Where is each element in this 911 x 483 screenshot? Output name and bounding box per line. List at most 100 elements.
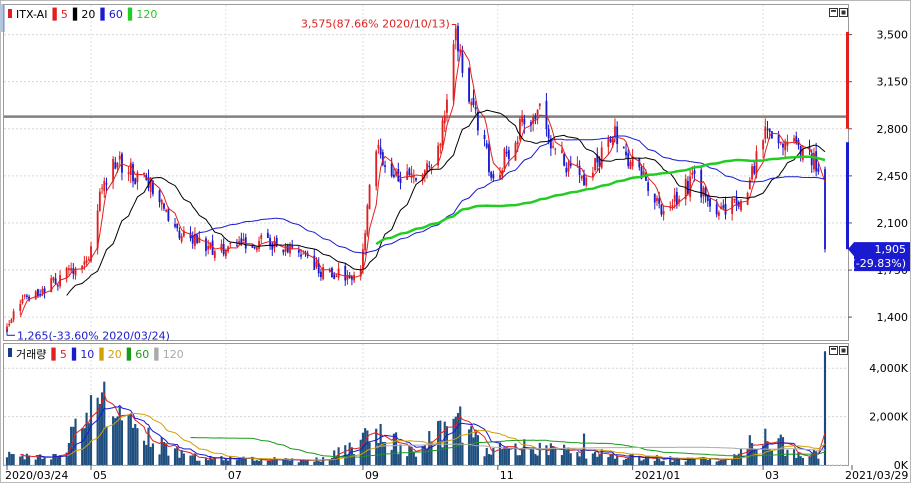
volume-legend: 거래량 ▌5 ▌10 ▌20 ▌60 ▌120 <box>8 347 184 361</box>
candle-body <box>240 238 243 244</box>
volume-bar <box>624 458 628 465</box>
volume-tick-label: 0K <box>894 459 909 472</box>
svg-text:거래량▌5▌10▌20▌60▌120: 거래량 ▌5 ▌10 ▌20 ▌60 ▌120 <box>16 347 184 361</box>
candle-body <box>631 156 634 167</box>
legend-series-label: ITX-AI <box>16 8 47 21</box>
volume-bar <box>381 441 384 465</box>
candle-body <box>638 158 641 168</box>
candle-body <box>644 173 647 181</box>
volume-bar <box>609 454 612 465</box>
panel-close-icon[interactable] <box>839 8 848 17</box>
candle-body <box>810 154 813 166</box>
volume-bar <box>593 451 597 465</box>
candle-body <box>549 138 552 149</box>
candle-body <box>616 126 619 144</box>
candle-body <box>808 146 811 150</box>
candle-body <box>83 261 86 265</box>
volume-bar <box>136 428 139 465</box>
candle-body <box>768 128 771 132</box>
volume-bar <box>83 428 86 465</box>
candle-body <box>37 289 39 297</box>
volume-bar <box>224 458 227 465</box>
legend-ma-label: 10 <box>80 348 94 361</box>
volume-bar <box>461 442 464 465</box>
volume-bar <box>12 454 15 465</box>
volume-bar <box>456 413 460 465</box>
volume-bar <box>359 439 362 465</box>
candle-body <box>160 199 163 205</box>
candle-body <box>824 169 826 250</box>
volume-bar <box>379 423 382 465</box>
volume-bar <box>689 457 692 465</box>
legend-ma-swatch: ▌ <box>99 7 108 21</box>
candle-body <box>198 237 201 243</box>
candle-body <box>547 128 550 139</box>
volume-bar <box>377 443 380 465</box>
volume-bar <box>313 461 316 465</box>
volume-bar <box>129 413 132 465</box>
volume-bar <box>142 440 146 465</box>
legend-ma-label: 60 <box>135 348 149 361</box>
candle-body <box>333 274 336 279</box>
candle-body <box>733 199 736 201</box>
volume-bar <box>733 454 736 465</box>
legend-ma-label: 5 <box>61 8 68 21</box>
volume-bar <box>644 456 648 465</box>
candle-body <box>103 180 106 192</box>
volume-bar <box>547 455 550 465</box>
candle-body <box>485 143 488 148</box>
volume-bar <box>786 449 789 465</box>
volume-bar <box>565 449 568 465</box>
volume-bar <box>474 429 477 465</box>
candle-body <box>70 267 73 271</box>
candle-body <box>96 210 99 249</box>
volume-bar <box>180 449 183 465</box>
volume-bar <box>638 456 641 465</box>
volume-bar <box>748 435 751 465</box>
panel-maximize-icon[interactable] <box>829 8 838 17</box>
candle-body <box>196 234 199 243</box>
volume-bar <box>410 446 413 465</box>
volume-bar <box>266 460 269 465</box>
candle-body <box>302 253 305 255</box>
volume-bar <box>182 453 185 465</box>
candle-body <box>459 49 462 53</box>
candle-body <box>653 193 656 203</box>
candle-body <box>399 178 402 184</box>
volume-bar <box>439 420 442 465</box>
volume-panel-close-icon[interactable] <box>839 346 848 355</box>
volume-bar <box>235 460 239 465</box>
candle-body <box>428 165 431 168</box>
volume-panel-maximize-icon[interactable] <box>829 346 838 355</box>
volume-bar <box>613 458 617 465</box>
volume-bar <box>731 459 734 465</box>
volume-bar <box>81 428 84 465</box>
volume-bar <box>299 460 303 465</box>
volume-bar <box>364 428 367 465</box>
candle-body <box>801 149 804 160</box>
volume-bar <box>660 461 663 465</box>
volume-bar <box>257 460 261 465</box>
candle-body <box>567 162 570 172</box>
volume-bar <box>514 443 517 465</box>
volume-bar <box>361 432 365 465</box>
candle-body <box>300 254 302 257</box>
volume-bar <box>784 455 787 465</box>
candle-body <box>468 67 470 102</box>
candle-body <box>320 271 322 278</box>
volume-bar <box>147 427 150 465</box>
volume-bar <box>591 453 594 465</box>
candle-body <box>441 120 444 149</box>
candle-body <box>350 276 353 280</box>
volume-bar <box>808 456 811 465</box>
volume-bar <box>642 459 645 465</box>
volume-bar <box>98 403 101 465</box>
candle-body <box>379 147 382 155</box>
volume-bar <box>240 458 243 465</box>
side-tab[interactable] <box>0 4 5 32</box>
volume-bar <box>596 456 599 465</box>
candle-body <box>129 162 132 175</box>
candle-body <box>545 100 548 129</box>
candle-body <box>406 171 409 180</box>
candle-body <box>359 269 362 277</box>
